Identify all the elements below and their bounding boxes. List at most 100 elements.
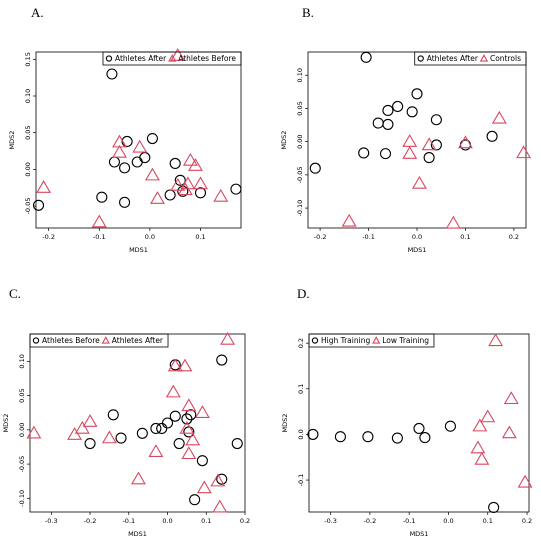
panel-d-marks — [307, 333, 533, 513]
circle-point — [161, 417, 174, 429]
x-tick-label: -0.3 — [45, 517, 58, 525]
y-tick-label: 0.05 — [24, 125, 32, 139]
triangle-point — [421, 137, 437, 151]
circle-point — [106, 68, 118, 80]
panel-b: B. MDS1 MDS2 -0.2 -0.1 0.0 0.1 0.2 -0.10 -0.05… — [280, 5, 532, 254]
triangle-point — [501, 425, 517, 439]
triangle-point — [445, 215, 461, 229]
circle-point — [362, 431, 374, 443]
triangle-point — [402, 134, 418, 147]
legend-triangle-icon — [101, 336, 110, 344]
y-tick-label: 0.05 — [18, 388, 26, 402]
panel-b-legend: Athletes After Controls — [414, 51, 527, 66]
triangle-point — [82, 414, 98, 427]
panel-c: C. MDS1 MDS2 -0.3 -0.2 -0.1 0.0 0.1 0.2-0.10-… — [2, 286, 250, 538]
panel-c-legend-label-2: Athletes After — [112, 336, 164, 345]
triangle-point — [517, 474, 533, 488]
triangle-point — [148, 444, 164, 457]
triangle-point — [177, 358, 193, 372]
panel-c-xlabel: MDS1 — [128, 530, 147, 538]
triangle-point — [213, 188, 229, 202]
panel-c-legend-box — [29, 333, 169, 348]
triangle-point — [132, 139, 148, 153]
triangle-point — [488, 333, 504, 347]
circle-point — [150, 422, 162, 435]
circle-point — [121, 135, 133, 148]
panel-d-label: D. — [297, 286, 310, 301]
y-tick-label: 0.10 — [296, 68, 304, 82]
circle-point — [183, 426, 195, 438]
panel-b-legend-box — [414, 51, 527, 66]
panel-a-ylabel: MDS2 — [8, 131, 16, 150]
circle-point — [216, 354, 228, 366]
circle-point — [139, 152, 151, 164]
circle-point — [156, 422, 168, 435]
legend-triangle-icon — [168, 54, 177, 62]
triangle-point — [177, 182, 193, 196]
y-tick-label: -0.05 — [18, 456, 26, 473]
panel-c-ticks: -0.3 -0.2 -0.1 0.0 0.1 0.2 -0.10 -0.05 0.00 0.05 0… — [18, 354, 250, 525]
panel-a-legend-label-2: Athletes Before — [178, 54, 236, 63]
circle-point — [108, 156, 121, 168]
triangle-point — [196, 480, 212, 494]
panel-d: D. MDS1 MDS2 -0.3 -0.2 -0.1 0.0 0.1 0.2 -0.1 0.… — [281, 286, 533, 538]
circle-point — [189, 494, 201, 506]
triangle-point — [181, 446, 197, 460]
y-tick-label: 0.00 — [24, 162, 32, 176]
legend-circle-icon — [105, 55, 113, 62]
legend-triangle-icon — [479, 54, 489, 62]
circle-point — [334, 431, 346, 443]
triangle-point — [185, 432, 201, 446]
panel-a: A. MDS1 MDS2 -0.2 -0.1 0.0 0.1 -0.05 0.00 0.05… — [8, 5, 242, 254]
panel-b-legend-label-1: Athletes After — [427, 54, 479, 63]
panel-a-plot-frame — [35, 51, 242, 229]
panel-a-label: A. — [31, 5, 44, 20]
y-tick-label: 0.0 — [297, 429, 305, 439]
x-tick-label: 0.2 — [240, 517, 250, 525]
y-tick-label: -0.05 — [296, 166, 304, 183]
y-tick-label: 0.00 — [18, 423, 26, 437]
panel-c-legend-label-1: Athletes Before — [42, 336, 100, 345]
circle-point — [411, 88, 423, 100]
triangle-point — [67, 427, 83, 440]
triangle-point — [411, 175, 427, 189]
panel-c-ylabel: MDS2 — [2, 414, 10, 433]
x-tick-label: -0.2 — [84, 517, 97, 525]
y-tick-label: 0.00 — [296, 134, 304, 148]
circle-point — [486, 130, 498, 142]
x-tick-label: 0.0 — [443, 517, 453, 525]
triangle-point — [167, 358, 183, 372]
panel-b-plot-frame — [307, 51, 527, 229]
panel-b-ylabel: MDS2 — [280, 131, 288, 150]
x-tick-label: 0.2 — [509, 233, 519, 241]
panel-b-marks — [309, 51, 532, 229]
panel-d-legend: High Training Low Training — [308, 333, 435, 348]
circle-point — [119, 196, 131, 208]
x-tick-label: 0.1 — [201, 517, 211, 525]
triangle-point — [26, 425, 42, 439]
panel-d-ticks: -0.3 -0.2 -0.1 0.0 0.1 0.2 -0.1 0.0 0.1 0.2 — [297, 338, 532, 525]
circle-point — [136, 427, 148, 439]
triangle-point — [187, 158, 203, 171]
triangle-point — [472, 418, 488, 432]
triangle-point — [150, 191, 165, 204]
circle-point — [406, 106, 418, 118]
panel-b-legend-label-2: Controls — [490, 54, 521, 63]
triangle-point — [91, 214, 107, 228]
triangle-point — [341, 213, 357, 227]
panel-d-legend-box — [308, 333, 435, 348]
y-tick-label: 0.05 — [296, 101, 304, 115]
panel-c-legend: Athletes Before Athletes After — [29, 333, 169, 348]
circle-point — [196, 455, 208, 467]
legend-triangle-icon — [372, 336, 381, 344]
y-tick-label: -0.10 — [296, 200, 304, 217]
circle-point — [360, 51, 372, 63]
circle-point — [169, 157, 181, 170]
triangle-point — [179, 420, 195, 434]
triangle-point — [170, 48, 186, 61]
circle-point — [419, 432, 431, 444]
triangle-point — [474, 451, 490, 465]
circle-point — [358, 147, 370, 159]
x-tick-label: 0.0 — [412, 233, 422, 241]
triangle-point — [112, 144, 127, 158]
